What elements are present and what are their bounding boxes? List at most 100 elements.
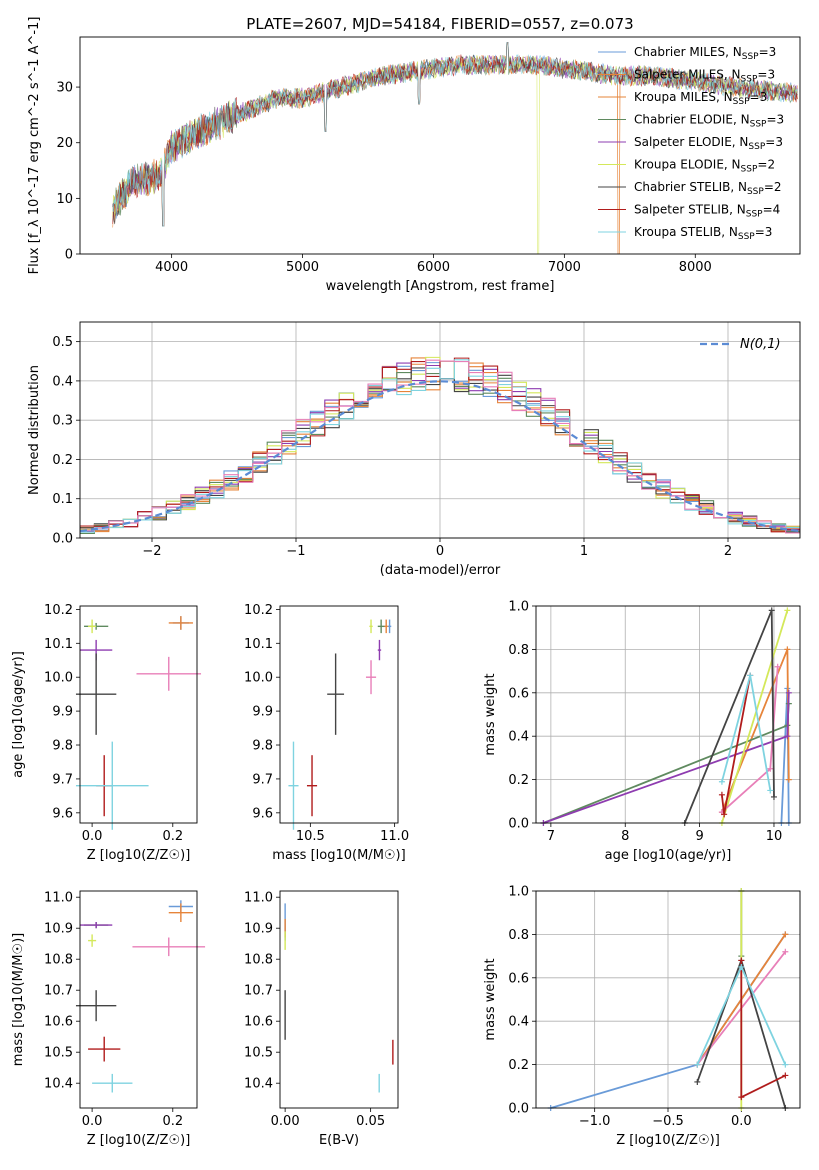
x-tick-label: 5000	[286, 260, 319, 275]
legend-tail: =3	[757, 68, 775, 82]
chart-weight_vs_Z: −1.0 −0.5 0.0 0.0 0.2 0.4 0.6 0.8 1.0 Z [log10(Z/…	[483, 885, 801, 1148]
histogram-step	[80, 367, 800, 533]
weight-marker	[767, 787, 774, 794]
x-tick-label: 9	[695, 829, 703, 844]
y-tick-label: 10.1	[244, 637, 273, 652]
plot-area	[75, 616, 202, 830]
x-tick-label: 8	[621, 829, 629, 844]
y-tick-label: 0.4	[508, 1015, 529, 1030]
chart-mass_vs_ebv: 0.00 0.05 10.4 10.5 10.6 10.7 10.8 10.9 11.0 E(B-…	[244, 890, 399, 1148]
x-tick-label: −1	[286, 544, 305, 559]
chart-age_vs_Z: 0.0 0.2 9.6 9.7 9.8 9.9 10.0 10.1 10.2 Z [log10(Z…	[11, 603, 202, 863]
y-tick-label: 10.8	[44, 953, 73, 968]
weight-marker	[770, 793, 777, 800]
chart-spectrum: 4000 5000 6000 7000 8000 0 10 20 30 wavelength [A…	[27, 17, 801, 294]
legend-tail: =4	[763, 203, 781, 217]
y-tick-label: 0.6	[508, 686, 529, 701]
legend: Chabrier MILES, NSSP=3 Salpeter MILES, NS…	[598, 45, 784, 242]
y-tick-label: 0.2	[508, 773, 529, 788]
y-tick-label: 20	[56, 136, 73, 151]
x-axis-label: age [log10(age/yr)]	[605, 848, 732, 863]
chart-age_vs_mass: 10.5 11.0 9.6 9.7 9.8 9.9 10.0 10.1 10.2 mass [lo…	[244, 603, 409, 863]
y-tick-label: 9.6	[252, 806, 273, 821]
plot-area	[284, 903, 394, 1093]
weight-marker	[694, 1078, 701, 1085]
y-tick-label: 30	[56, 81, 73, 96]
legend-label: Salpeter STELIB, NSSP=4	[634, 203, 780, 220]
x-tick-label: 6000	[417, 260, 450, 275]
y-axis-label: mass weight	[483, 673, 498, 755]
x-tick-label: 10.5	[296, 829, 325, 844]
x-axis-label: Z [log10(Z/Z☉)]	[616, 1133, 720, 1148]
figure-title: PLATE=2607, MJD=54184, FIBERID=0557, z=0…	[246, 15, 633, 33]
x-axis-label: (data-model)/error	[380, 563, 501, 578]
y-tick-label: 0.8	[508, 643, 529, 658]
y-tick-label: 0.2	[52, 453, 73, 468]
plot-area	[547, 888, 789, 1111]
y-tick-label: 0.0	[508, 1102, 529, 1117]
chart-residuals: −2 −1 0 1 2 0.0 0.1 0.2 0.3 0.4 0.5 (data-model)/er…	[27, 321, 801, 578]
weight-marker	[782, 1061, 789, 1068]
axes-frame	[79, 36, 801, 255]
x-tick-label: 0.2	[162, 829, 183, 844]
x-tick-label: 7	[547, 829, 555, 844]
legend-label: Kroupa STELIB, NSSP=3	[634, 225, 772, 242]
legend-tail: =3	[765, 135, 783, 149]
y-tick-label: 10.9	[244, 922, 273, 937]
weight-line	[543, 692, 790, 824]
y-tick-label: 11.0	[244, 891, 273, 906]
weight-marker	[782, 948, 789, 955]
legend-sub: SSP	[741, 165, 758, 175]
legend-label: Salpeter MILES, NSSP=3	[634, 68, 775, 85]
x-tick-label: 0	[436, 544, 444, 559]
legend-tail: =3	[755, 225, 773, 239]
x-axis-label: mass [log10(M/M☉)]	[272, 848, 405, 863]
y-tick-label: 10.4	[244, 1077, 273, 1092]
y-tick-label: 10.5	[44, 1046, 73, 1061]
x-tick-label: −2	[142, 544, 161, 559]
plot-area	[79, 356, 801, 534]
y-tick-label: 0.2	[508, 1058, 529, 1073]
legend-label: Salpeter ELODIE, NSSP=3	[634, 135, 783, 152]
legend-label: Kroupa ELODIE, NSSP=2	[634, 158, 775, 175]
y-axis-label: Flux [f_λ 10^-17 erg cm^-2 s^-1 A^-1]	[27, 17, 42, 275]
spectrum-line	[112, 42, 798, 255]
y-tick-label: 1.0	[508, 885, 529, 900]
y-tick-label: 10.4	[44, 1077, 73, 1092]
y-tick-label: 10.9	[44, 922, 73, 937]
histogram-step	[80, 359, 800, 534]
y-tick-label: 11.0	[44, 891, 73, 906]
y-tick-label: 0.0	[52, 532, 73, 547]
x-tick-label: 11.0	[380, 829, 409, 844]
plot-area	[288, 619, 392, 830]
legend-label: Chabrier ELODIE, NSSP=3	[634, 113, 784, 130]
y-tick-label: 10.6	[244, 1015, 273, 1030]
x-axis-label: E(B-V)	[319, 1133, 359, 1148]
x-tick-label: 0.00	[271, 1114, 300, 1129]
chart-mass_vs_Z: 0.0 0.2 10.4 10.5 10.6 10.7 10.8 10.9 11.0 Z [log…	[11, 890, 206, 1148]
weight-marker	[747, 672, 754, 679]
y-axis-label: Normed distribution	[27, 365, 42, 495]
legend-tail: =3	[750, 90, 768, 104]
weight-marker	[767, 765, 774, 772]
x-tick-label: 0.0	[82, 829, 103, 844]
x-tick-label: 2	[724, 544, 732, 559]
x-tick-label: 0.2	[162, 1114, 183, 1129]
x-tick-label: 1	[580, 544, 588, 559]
x-tick-label: −1.0	[579, 1114, 611, 1129]
x-tick-label: 10	[766, 829, 783, 844]
y-tick-label: 0.5	[52, 335, 73, 350]
y-axis-label: mass [log10(M/M☉)]	[11, 933, 26, 1066]
axes-frame	[79, 321, 801, 539]
legend-label: Chabrier MILES, NSSP=3	[634, 45, 776, 62]
legend-sub: SSP	[733, 97, 750, 107]
y-axis-label: age [log10(age/yr)]	[11, 651, 26, 778]
x-tick-label: 0.0	[731, 1114, 752, 1129]
y-tick-label: 1.0	[508, 600, 529, 615]
x-tick-label: −0.5	[652, 1114, 684, 1129]
legend-sub: SSP	[742, 52, 759, 62]
y-tick-label: 10.8	[244, 953, 273, 968]
axes-frame	[535, 605, 801, 824]
y-tick-label: 9.9	[52, 705, 73, 720]
weight-marker	[768, 607, 775, 614]
